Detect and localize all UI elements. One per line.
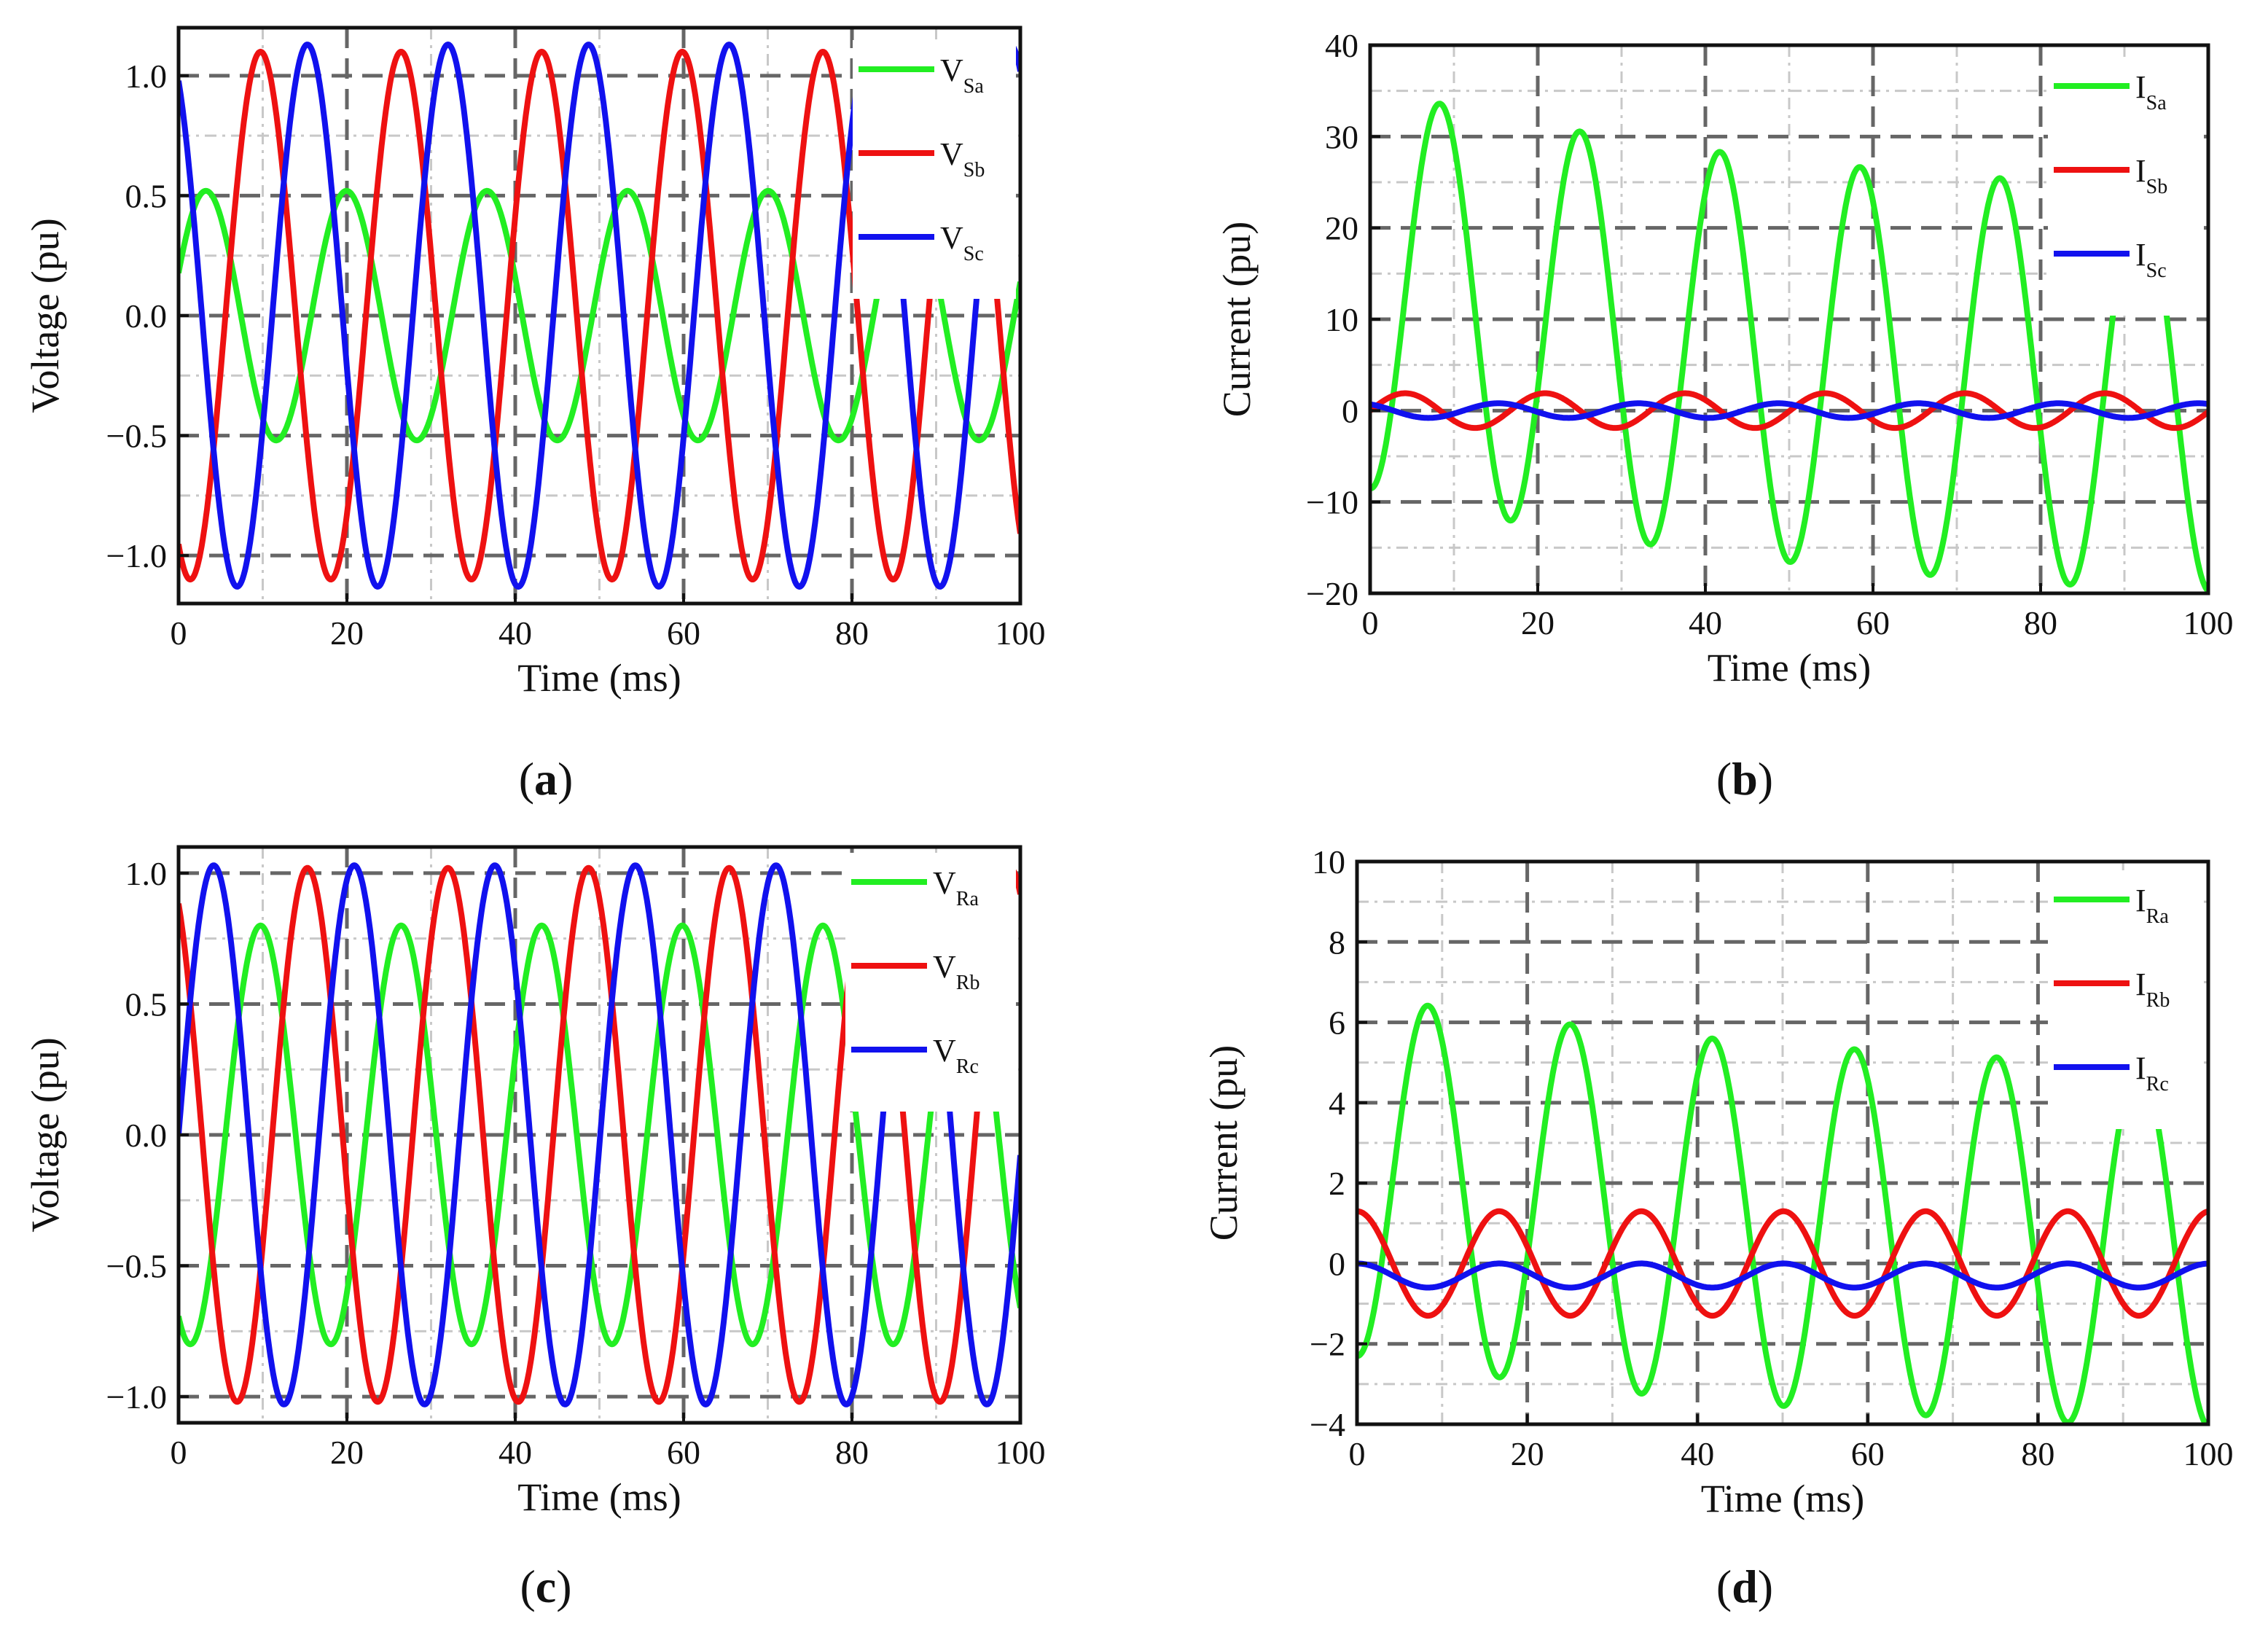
caption-a: (a) — [519, 753, 574, 805]
x-tick-label: 20 — [1511, 1435, 1544, 1472]
legend-subscript: Rb — [2146, 989, 2170, 1012]
x-axis-label: Time (ms) — [517, 656, 681, 700]
y-axis-label: Voltage (pu) — [23, 218, 67, 413]
y-tick-label: 0.0 — [125, 1117, 168, 1154]
y-axis-label: Current (pu) — [1202, 1045, 1246, 1241]
y-tick-label: −4 — [1310, 1406, 1345, 1443]
x-tick-label: 20 — [1521, 604, 1555, 641]
y-tick-label: 0 — [1329, 1245, 1345, 1282]
legend-box — [845, 853, 1016, 1112]
x-tick-label: 80 — [2024, 604, 2057, 641]
x-tick-label: 0 — [171, 614, 187, 652]
legend-subscript: Sb — [2146, 176, 2168, 198]
x-tick-label: 100 — [2183, 604, 2234, 641]
caption-b: (b) — [1716, 753, 1773, 805]
y-axis-label: Voltage (pu) — [23, 1037, 67, 1232]
x-tick-label: 100 — [996, 1434, 1046, 1471]
x-tick-label: 40 — [498, 1434, 532, 1471]
legend-subscript: Sa — [963, 75, 985, 98]
panel-c: 0 20 40 60 80 100 −1.0 −0.5 0.0 0.5 1.0 Time (ms) Vo… — [23, 845, 1046, 1519]
x-axis-label: Time (ms) — [517, 1475, 681, 1519]
series-line-rc — [1357, 1260, 2208, 1291]
series-line-sb — [179, 48, 1020, 583]
y-tick-label: −1.0 — [106, 1378, 167, 1416]
x-tick-label: 40 — [498, 614, 532, 652]
plot-frame — [1355, 859, 2210, 1426]
legend-subscript: Rc — [956, 1055, 979, 1078]
y-tick-label: 30 — [1325, 118, 1358, 155]
series-line-sa — [1370, 101, 2208, 593]
x-tick-label: 40 — [1681, 1435, 1714, 1472]
y-tick-label: −20 — [1306, 575, 1358, 612]
y-tick-label: 0 — [1342, 392, 1358, 429]
x-tick-label: 80 — [835, 614, 869, 652]
legend-subscript: Ra — [2146, 905, 2170, 928]
x-tick-label: 60 — [667, 1434, 700, 1471]
panel-d: 0 20 40 60 80 100 −4 −2 0 2 4 6 8 10 Time (ms) Current … — [1202, 843, 2234, 1520]
panel-b: 0 20 40 60 80 100 −20 −10 0 10 20 30 40 Time (ms) Curr… — [1215, 27, 2234, 690]
y-tick-label: 1.0 — [125, 855, 168, 892]
x-tick-label: 80 — [835, 1434, 869, 1471]
x-tick-label: 20 — [330, 1434, 364, 1471]
legend-subscript: Sc — [963, 243, 984, 265]
y-tick-label: 0.0 — [125, 297, 168, 335]
y-tick-label: 0.5 — [125, 177, 168, 214]
y-tick-label: 10 — [1325, 301, 1358, 338]
x-tick-label: 100 — [996, 614, 1046, 652]
series-line-sc — [1370, 400, 2208, 421]
series-line-ra — [179, 922, 1020, 1348]
legend-subscript: Ra — [956, 888, 979, 910]
legend-box — [2048, 870, 2204, 1129]
x-axis-label: Time (ms) — [1708, 646, 1872, 690]
x-tick-label: 40 — [1689, 604, 1722, 641]
x-tick-label: 0 — [171, 1434, 187, 1471]
x-tick-label: 0 — [1362, 604, 1379, 641]
series-line-rb — [1357, 1208, 2208, 1319]
x-tick-label: 0 — [1349, 1435, 1366, 1472]
x-tick-label: 60 — [667, 614, 700, 652]
caption-c: (c) — [520, 1561, 571, 1612]
series-line-ra — [1357, 1002, 2208, 1424]
legend-subscript: Sc — [2146, 259, 2167, 282]
series-line-sb — [1370, 390, 2208, 432]
y-tick-label: 8 — [1329, 924, 1345, 961]
x-axis-label: Time (ms) — [1701, 1477, 1865, 1520]
y-tick-label: −2 — [1310, 1326, 1345, 1363]
caption-d: (d) — [1716, 1561, 1773, 1612]
y-tick-label: 10 — [1312, 843, 1345, 880]
x-tick-label: 80 — [2021, 1435, 2054, 1472]
y-tick-label: −0.5 — [106, 1248, 167, 1285]
legend-subscript: Rc — [2146, 1073, 2169, 1096]
y-tick-label: 2 — [1329, 1165, 1345, 1202]
y-tick-label: 20 — [1325, 210, 1358, 247]
legend-box — [2048, 57, 2204, 316]
legend-subscript: Sb — [963, 159, 985, 181]
x-tick-label: 20 — [330, 614, 364, 652]
y-tick-label: 1.0 — [125, 58, 168, 95]
legend-subscript: Sa — [2146, 92, 2167, 114]
y-axis-label: Current (pu) — [1215, 222, 1259, 417]
series-line-rc — [179, 862, 1020, 1407]
x-tick-label: 60 — [1851, 1435, 1885, 1472]
y-tick-label: 40 — [1325, 27, 1358, 64]
x-tick-label: 60 — [1856, 604, 1890, 641]
y-tick-label: −1.0 — [106, 537, 167, 574]
x-tick-label: 100 — [2183, 1435, 2234, 1472]
y-tick-label: 4 — [1329, 1085, 1345, 1122]
y-tick-label: −0.5 — [106, 418, 167, 455]
y-tick-label: −10 — [1306, 484, 1358, 521]
y-tick-label: 0.5 — [125, 985, 168, 1023]
legend-subscript: Rb — [956, 972, 980, 994]
panel-a: 0 20 40 60 80 100 −1.0 −0.5 0.0 0.5 1.0 Time (ms) Vo… — [23, 26, 1046, 700]
y-tick-label: 6 — [1329, 1004, 1345, 1042]
legend-box — [853, 40, 1016, 299]
